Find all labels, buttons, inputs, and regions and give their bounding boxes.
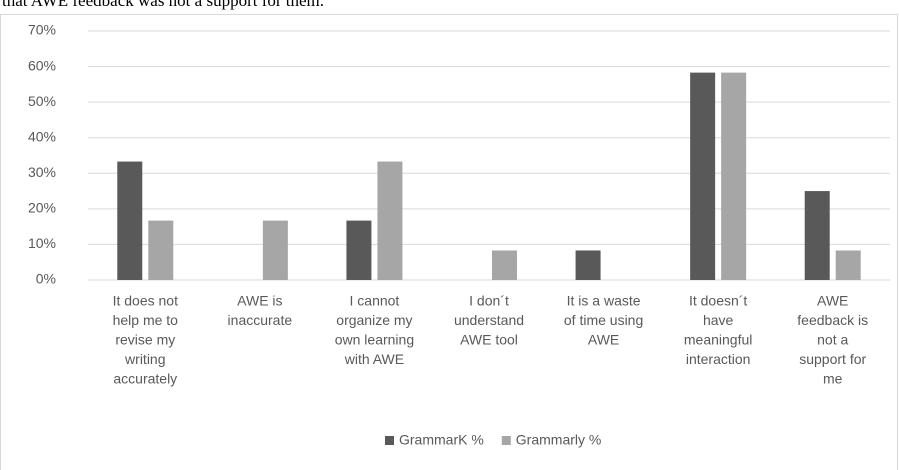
x-tick-label: interaction (686, 351, 751, 367)
x-tick-label: organize my (336, 312, 412, 328)
y-tick-label: 10% (28, 235, 56, 251)
x-tick-label: accurately (113, 371, 177, 387)
x-tick-label: meaningful (684, 332, 753, 348)
x-tick-label: AWE tool (460, 332, 518, 348)
x-tick-label: inaccurate (228, 312, 293, 328)
y-tick-label: 20% (28, 200, 56, 216)
caption: that AWE feedback was not a support for … (2, 0, 324, 10)
bar (575, 250, 601, 280)
bar (148, 220, 174, 280)
x-tick-label: feedback is (797, 312, 868, 328)
x-tick-label: AWE (817, 293, 848, 309)
x-tick-label: AWE is (237, 293, 282, 309)
x-tick-label: I don´t (469, 293, 509, 309)
y-tick-label: 50% (28, 93, 56, 109)
x-tick-label: have (703, 312, 734, 328)
x-tick-label: AWE (588, 332, 619, 348)
x-tick-label: It does not (113, 293, 178, 309)
x-tick-label: help me to (113, 312, 179, 328)
chart-frame (0, 14, 898, 470)
bar (117, 161, 143, 280)
legend-swatch (385, 436, 394, 445)
x-tick-label: It is a waste (567, 293, 641, 309)
y-tick-label: 0% (36, 271, 56, 287)
bar (262, 220, 288, 280)
bar (377, 161, 403, 280)
y-tick-label: 70% (28, 22, 56, 38)
x-tick-label: It doesn´t (689, 293, 747, 309)
x-tick-label: I cannot (350, 293, 400, 309)
bar (835, 250, 861, 280)
y-tick-label: 60% (28, 57, 56, 73)
bar (690, 72, 716, 281)
y-tick-label: 40% (28, 128, 56, 144)
y-tick-label: 30% (28, 164, 56, 180)
bar (804, 191, 830, 280)
x-tick-label: revise my (115, 332, 175, 348)
x-tick-label: understand (454, 312, 524, 328)
bar (721, 72, 747, 281)
bar (492, 250, 517, 280)
x-tick-label: support for (799, 351, 866, 367)
x-tick-label: of time using (564, 312, 643, 328)
x-tick-label: writing (124, 351, 165, 367)
legend-label: GrammarK % (399, 432, 484, 448)
bar (346, 220, 372, 280)
x-tick-label: own learning (335, 332, 414, 348)
legend-swatch (501, 436, 511, 445)
x-tick-label: with AWE (344, 351, 404, 367)
x-tick-label: not a (817, 332, 848, 348)
legend-label: Grammarly % (516, 432, 602, 448)
x-tick-label: me (823, 371, 843, 387)
